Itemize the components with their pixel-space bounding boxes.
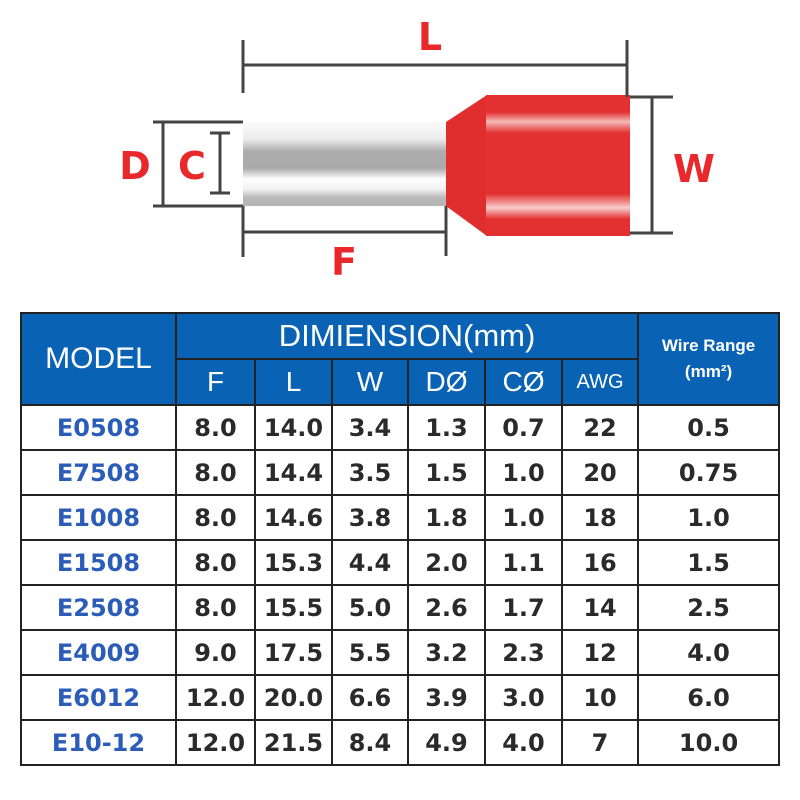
value-cell: 15.3 — [254, 539, 333, 586]
label-C: C — [178, 144, 206, 188]
table-row: E6012 12.0 20.0 6.6 3.9 3.0 10 6.0 — [20, 674, 781, 721]
value-cell: 1.5 — [407, 449, 486, 496]
header-col: AWG — [560, 358, 640, 406]
value-cell: 16 — [560, 539, 640, 586]
header-model: MODEL — [20, 312, 177, 406]
model-cell: E2508 — [20, 584, 177, 631]
value-cell: 2.5 — [637, 584, 781, 631]
value-cell: 4.0 — [637, 629, 781, 676]
label-W: W — [673, 147, 715, 191]
header-col: L — [254, 358, 333, 406]
value-cell: 3.8 — [331, 494, 409, 541]
table-row: E2508 8.0 15.5 5.0 2.6 1.7 14 2.5 — [20, 584, 781, 631]
value-cell: 20.0 — [254, 674, 333, 721]
value-cell: 0.75 — [637, 449, 781, 496]
header-col: DØ — [407, 358, 486, 406]
value-cell: 12 — [560, 629, 640, 676]
value-cell: 14.6 — [254, 494, 333, 541]
table-row: E4009 9.0 17.5 5.5 3.2 2.3 12 4.0 — [20, 629, 781, 676]
table-row: E7508 8.0 14.4 3.5 1.5 1.0 20 0.75 — [20, 449, 781, 496]
header-col: CØ — [484, 358, 563, 406]
value-cell: 6.0 — [637, 674, 781, 721]
value-cell: 3.9 — [407, 674, 486, 721]
value-cell: 22 — [560, 404, 640, 451]
value-cell: 21.5 — [254, 719, 333, 766]
value-cell: 12.0 — [175, 719, 256, 766]
value-cell: 14 — [560, 584, 640, 631]
value-cell: 1.0 — [637, 494, 781, 541]
value-cell: 0.7 — [484, 404, 563, 451]
value-cell: 8.4 — [331, 719, 409, 766]
value-cell: 14.4 — [254, 449, 333, 496]
value-cell: 1.1 — [484, 539, 563, 586]
value-cell: 7 — [560, 719, 640, 766]
value-cell: 8.0 — [175, 494, 256, 541]
model-cell: E7508 — [20, 449, 177, 496]
value-cell: 14.0 — [254, 404, 333, 451]
value-cell: 2.0 — [407, 539, 486, 586]
value-cell: 1.7 — [484, 584, 563, 631]
label-F: F — [331, 240, 357, 284]
value-cell: 8.0 — [175, 539, 256, 586]
metal-tube — [243, 122, 447, 206]
value-cell: 10.0 — [637, 719, 781, 766]
header-wire-range: Wire Range (mm²) — [637, 312, 781, 406]
ferrule-body — [243, 95, 630, 236]
value-cell: 1.5 — [637, 539, 781, 586]
value-cell: 4.4 — [331, 539, 409, 586]
wire-range-unit: (mm²) — [684, 362, 733, 381]
value-cell: 1.0 — [484, 494, 563, 541]
value-cell: 3.2 — [407, 629, 486, 676]
value-cell: 20 — [560, 449, 640, 496]
dimension-lines — [153, 40, 673, 257]
ferrule-dimension-diagram: L D C W F — [119, 15, 715, 284]
value-cell: 8.0 — [175, 404, 256, 451]
value-cell: 8.0 — [175, 449, 256, 496]
label-D: D — [119, 144, 151, 188]
value-cell: 1.0 — [484, 449, 563, 496]
header-dimension: DIMIENSION(mm) — [174, 312, 640, 360]
model-cell: E4009 — [20, 629, 177, 676]
insulation-collar — [486, 95, 630, 236]
value-cell: 8.0 — [175, 584, 256, 631]
value-cell: 10 — [560, 674, 640, 721]
model-cell: E6012 — [20, 674, 177, 721]
label-L: L — [418, 15, 442, 59]
model-cell: E1008 — [20, 494, 177, 541]
value-cell: 3.0 — [484, 674, 563, 721]
table-row: E10-12 12.0 21.5 8.4 4.9 4.0 7 10.0 — [20, 719, 781, 766]
table-row: E0508 8.0 14.0 3.4 1.3 0.7 22 0.5 — [20, 404, 781, 451]
value-cell: 6.6 — [331, 674, 409, 721]
header-col: W — [331, 358, 409, 406]
table-row: E1008 8.0 14.6 3.8 1.8 1.0 18 1.0 — [20, 494, 781, 541]
value-cell: 9.0 — [175, 629, 256, 676]
value-cell: 12.0 — [175, 674, 256, 721]
model-cell: E10-12 — [20, 719, 177, 766]
value-cell: 17.5 — [254, 629, 333, 676]
value-cell: 3.5 — [331, 449, 409, 496]
header-col: F — [175, 358, 256, 406]
model-cell: E1508 — [20, 539, 177, 586]
value-cell: 15.5 — [254, 584, 333, 631]
value-cell: 5.0 — [331, 584, 409, 631]
value-cell: 18 — [560, 494, 640, 541]
model-cell: E0508 — [20, 404, 177, 451]
value-cell: 3.4 — [331, 404, 409, 451]
value-cell: 4.9 — [407, 719, 486, 766]
value-cell: 1.8 — [407, 494, 486, 541]
insulation-cone — [446, 95, 487, 236]
value-cell: 1.3 — [407, 404, 486, 451]
wire-range-label: Wire Range — [661, 336, 756, 355]
value-cell: 0.5 — [637, 404, 781, 451]
value-cell: 2.3 — [484, 629, 563, 676]
value-cell: 2.6 — [407, 584, 486, 631]
value-cell: 5.5 — [331, 629, 409, 676]
value-cell: 4.0 — [484, 719, 563, 766]
table-row: E1508 8.0 15.3 4.4 2.0 1.1 16 1.5 — [20, 539, 781, 586]
